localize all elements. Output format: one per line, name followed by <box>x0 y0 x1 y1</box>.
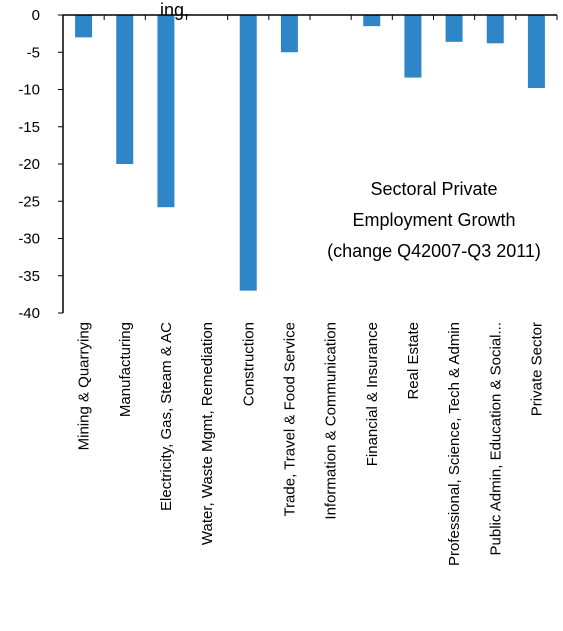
y-tick-label: -35 <box>18 268 40 285</box>
y-tick-label: 0 <box>32 7 40 24</box>
x-tick-label: Mining & Quarrying <box>76 322 93 450</box>
x-tick-label: Electricity, Gas, Steam & AC <box>158 322 175 511</box>
x-tick-label: Manufacturing <box>117 322 134 417</box>
x-tick-label: Water, Waste Mgmt, Remediation <box>199 322 216 545</box>
y-tick-label: -5 <box>27 44 40 61</box>
annotation-line: (change Q42007-Q3 2011) <box>327 241 541 261</box>
y-tick-label: -20 <box>18 156 40 173</box>
y-tick-labels: 0 -5 -10 -15 -20 -25 -30 -35 -40 <box>18 7 40 322</box>
bars <box>75 15 545 291</box>
bar <box>445 15 463 42</box>
x-tick-label: Construction <box>240 322 257 406</box>
y-tick-label: -25 <box>18 193 40 210</box>
x-tick-label: Trade, Travel & Food Service <box>281 322 298 517</box>
x-tick-label: Public Admin, Education & Social... <box>487 322 504 555</box>
axes <box>58 14 558 314</box>
chart-annotation: Sectoral Private Employment Growth (change… <box>327 179 541 261</box>
y-tick-label: -40 <box>18 305 40 322</box>
bar <box>116 15 134 164</box>
y-tick-label: -10 <box>18 82 40 99</box>
y-tick-label: -30 <box>18 231 40 248</box>
bar <box>404 15 422 78</box>
x-tick-label: Private Sector <box>528 322 545 416</box>
annotation-line: Employment Growth <box>352 210 515 230</box>
bar <box>363 15 381 27</box>
annotation-line: Sectoral Private <box>370 179 497 199</box>
bar <box>280 15 298 53</box>
bar <box>486 15 504 44</box>
x-tick-label: Professional, Science, Tech & Admin <box>446 322 463 566</box>
bar <box>157 15 175 208</box>
bar <box>527 15 545 89</box>
x-tick-label: Financial & Insurance <box>364 322 381 466</box>
bar <box>75 15 93 38</box>
x-tick-label: Information & Communication <box>323 322 340 520</box>
bar <box>239 15 257 291</box>
y-tick-label: -15 <box>18 119 40 136</box>
x-tick-labels: Mining & Quarrying Manufacturing Electrici… <box>76 322 546 566</box>
x-tick-label: Real Estate <box>405 322 422 400</box>
